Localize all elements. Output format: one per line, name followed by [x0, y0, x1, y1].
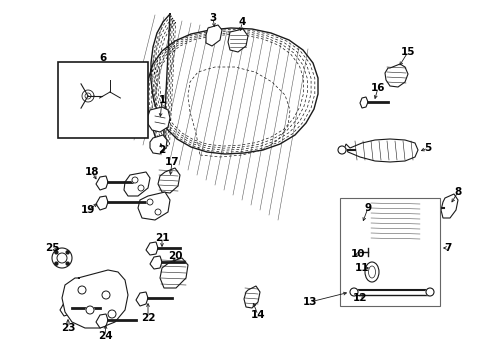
Polygon shape: [227, 29, 247, 52]
Polygon shape: [100, 82, 118, 103]
Text: 20: 20: [167, 251, 182, 261]
Polygon shape: [124, 172, 150, 196]
Circle shape: [66, 251, 69, 254]
Circle shape: [138, 185, 143, 191]
Circle shape: [108, 310, 116, 318]
Polygon shape: [158, 168, 180, 193]
Text: 25: 25: [45, 243, 59, 253]
Text: 6: 6: [99, 53, 106, 63]
Polygon shape: [345, 139, 417, 162]
Circle shape: [86, 306, 94, 314]
Polygon shape: [62, 270, 128, 328]
Ellipse shape: [364, 262, 378, 282]
Text: 14: 14: [250, 310, 265, 320]
Polygon shape: [205, 25, 222, 46]
Polygon shape: [79, 105, 84, 111]
Polygon shape: [440, 194, 457, 218]
Polygon shape: [148, 107, 170, 132]
Polygon shape: [79, 81, 84, 87]
Bar: [58, 62, 148, 138]
Text: 21: 21: [154, 233, 169, 243]
Circle shape: [57, 253, 67, 263]
Polygon shape: [369, 200, 421, 244]
Polygon shape: [343, 244, 361, 268]
Polygon shape: [352, 214, 371, 236]
Text: 9: 9: [364, 203, 371, 213]
Text: 3: 3: [209, 13, 216, 23]
Text: 5: 5: [424, 143, 431, 153]
Polygon shape: [136, 292, 148, 306]
Polygon shape: [100, 93, 105, 99]
Text: 24: 24: [98, 331, 112, 341]
Polygon shape: [96, 176, 108, 190]
Text: 2: 2: [158, 145, 165, 155]
Polygon shape: [244, 286, 260, 308]
Text: 8: 8: [453, 187, 461, 197]
Polygon shape: [384, 64, 407, 87]
Polygon shape: [150, 256, 162, 269]
Polygon shape: [146, 242, 158, 255]
Polygon shape: [150, 135, 167, 154]
Text: 19: 19: [81, 205, 95, 215]
Text: 7: 7: [444, 243, 451, 253]
Text: 1: 1: [158, 95, 165, 105]
Polygon shape: [96, 314, 108, 328]
Polygon shape: [78, 85, 100, 104]
Text: 17: 17: [164, 157, 179, 167]
Text: 16: 16: [370, 83, 385, 93]
Text: 18: 18: [84, 167, 99, 177]
Circle shape: [102, 291, 110, 299]
Circle shape: [66, 262, 69, 265]
Polygon shape: [60, 302, 72, 316]
Circle shape: [349, 288, 357, 296]
Text: 10: 10: [350, 249, 365, 259]
Circle shape: [55, 262, 58, 265]
Text: 12: 12: [352, 293, 366, 303]
Bar: [339, 198, 439, 306]
Text: 22: 22: [141, 313, 155, 323]
Text: 15: 15: [400, 47, 414, 57]
Polygon shape: [160, 258, 187, 288]
Text: 4: 4: [238, 17, 245, 27]
Polygon shape: [359, 97, 367, 108]
Text: 23: 23: [61, 323, 75, 333]
Circle shape: [431, 204, 439, 212]
Ellipse shape: [368, 266, 375, 278]
Circle shape: [147, 199, 153, 205]
Circle shape: [55, 251, 58, 254]
Circle shape: [52, 248, 72, 268]
Circle shape: [155, 209, 161, 215]
Polygon shape: [96, 196, 108, 210]
Circle shape: [425, 288, 433, 296]
Polygon shape: [397, 242, 421, 272]
Text: 13: 13: [302, 297, 317, 307]
Polygon shape: [138, 192, 170, 220]
Text: 11: 11: [354, 263, 368, 273]
Circle shape: [132, 177, 138, 183]
Circle shape: [78, 286, 86, 294]
Circle shape: [337, 146, 346, 154]
